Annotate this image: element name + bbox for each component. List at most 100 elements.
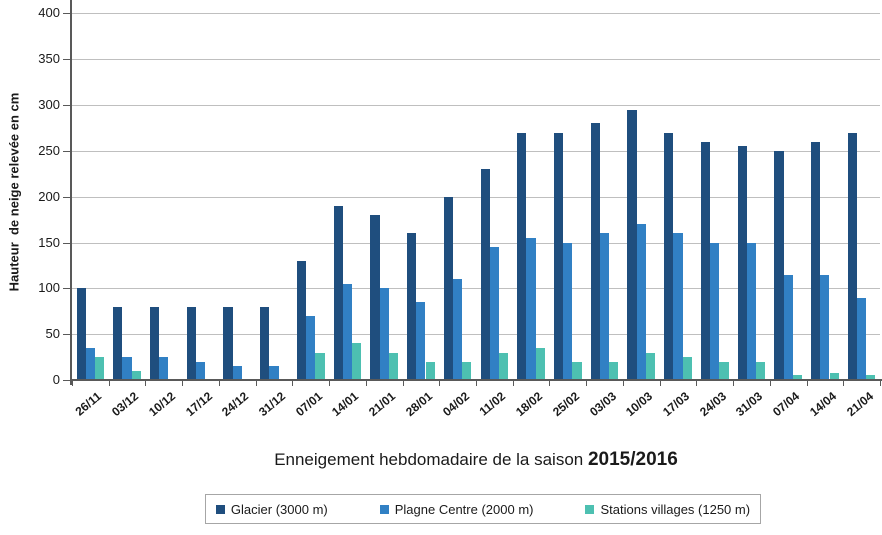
bar-plagne-centre: [85, 347, 95, 380]
x-tick: [806, 381, 808, 386]
x-tick: [733, 381, 735, 386]
x-tick: [696, 381, 698, 386]
bar-plagne-centre: [195, 361, 206, 380]
y-tick: [63, 242, 71, 244]
bar-glacier: [223, 306, 233, 380]
y-tick: [63, 59, 71, 61]
y-tick-label: 250: [38, 142, 60, 158]
y-gridline: [72, 13, 880, 15]
bar-stations-villages: [131, 370, 141, 380]
y-axis-line: [70, 0, 72, 385]
stations-villages-legend-marker-icon: [585, 504, 595, 514]
x-tick: [769, 381, 771, 386]
bar-plagne-centre: [746, 242, 757, 380]
bar-plagne-centre: [820, 274, 830, 380]
bar-plagne-centre: [342, 283, 353, 380]
bar-plagne-centre: [599, 233, 610, 380]
y-tick-label: 350: [38, 51, 60, 67]
x-tick: [439, 381, 441, 386]
bar-glacier: [76, 288, 86, 380]
bar-plagne-centre: [122, 357, 132, 380]
bar-plagne-centre: [306, 315, 316, 380]
legend-label: Glacier (3000 m): [230, 501, 328, 517]
bar-glacier: [664, 132, 674, 380]
bar-stations-villages: [462, 361, 472, 380]
y-tick-label: 200: [38, 188, 60, 204]
bar-plagne-centre: [453, 279, 463, 380]
bar-glacier: [480, 169, 490, 380]
y-tick: [63, 334, 71, 336]
x-tick: [108, 381, 110, 386]
bar-stations-villages: [609, 361, 619, 380]
bar-stations-villages: [388, 352, 398, 380]
x-tick: [72, 381, 73, 386]
x-tick: [512, 381, 514, 386]
bar-plagne-centre: [783, 274, 793, 380]
bar-stations-villages: [352, 343, 362, 380]
bar-glacier: [847, 132, 858, 380]
bar-glacier: [443, 196, 454, 380]
x-tick: [843, 381, 845, 386]
chart-title: Enneigement hebdomadaire de la saison 20…: [72, 449, 880, 471]
y-tick: [63, 288, 71, 290]
bar-plagne-centre: [636, 224, 646, 380]
legend-label: Plagne Centre (2000 m): [394, 501, 534, 517]
y-tick-label: 100: [38, 280, 60, 296]
bar-plagne-centre: [563, 242, 573, 380]
bar-glacier: [627, 109, 637, 380]
bar-plagne-centre: [489, 247, 499, 380]
bar-glacier: [700, 141, 711, 380]
bar-plagne-centre: [673, 233, 683, 380]
bar-plagne-centre: [232, 366, 242, 380]
bar-plagne-centre: [526, 237, 536, 380]
x-tick: [218, 381, 220, 386]
bar-glacier: [590, 123, 600, 380]
y-tick: [63, 380, 71, 381]
x-tick: [182, 381, 184, 386]
legend-box: Glacier (3000 m) Plagne Centre (2000 m) St…: [205, 494, 761, 524]
y-tick: [63, 13, 71, 15]
x-tick: [329, 381, 331, 386]
bar-glacier: [774, 150, 784, 380]
bar-plagne-centre: [416, 302, 426, 380]
x-tick: [365, 381, 367, 386]
y-tick-label: 150: [38, 234, 60, 250]
y-gridline: [72, 59, 880, 61]
bar-stations-villages: [829, 372, 839, 380]
y-tick: [63, 150, 71, 152]
bar-stations-villages: [425, 361, 435, 380]
bar-glacier: [333, 205, 343, 380]
bar-glacier: [370, 215, 380, 380]
bar-stations-villages: [535, 347, 545, 380]
x-tick: [880, 381, 881, 386]
bar-glacier: [407, 233, 417, 380]
y-gridline: [72, 334, 880, 336]
bar-stations-villages: [645, 352, 656, 380]
bar-stations-villages: [94, 357, 105, 380]
y-tick-label: 400: [38, 5, 60, 21]
bar-stations-villages: [866, 375, 876, 380]
x-tick: [145, 381, 147, 386]
bar-plagne-centre: [857, 297, 867, 380]
chart-title-season: 2015/2016: [587, 449, 678, 470]
x-tick: [402, 381, 404, 386]
x-tick: [586, 381, 588, 386]
legend-label: Stations villages (1250 m): [600, 501, 751, 517]
y-tick: [63, 196, 71, 198]
y-gridline: [72, 242, 880, 244]
y-axis-title: Hauteur de neige relevée en cm: [6, 92, 22, 292]
bar-stations-villages: [756, 361, 766, 380]
bar-plagne-centre: [269, 366, 279, 380]
bar-glacier: [186, 306, 196, 380]
bar-plagne-centre: [379, 288, 389, 380]
bar-plagne-centre: [710, 242, 720, 380]
legend-item-plagne-centre: Plagne Centre (2000 m): [379, 501, 534, 517]
x-tick: [549, 381, 551, 386]
bar-stations-villages: [498, 352, 509, 380]
y-tick-label: 0: [52, 372, 60, 387]
bar-plagne-centre: [159, 357, 169, 380]
bar-stations-villages: [792, 375, 802, 380]
plagne-centre-legend-marker-icon: [379, 504, 389, 514]
bar-glacier: [260, 306, 270, 380]
x-tick: [659, 381, 661, 386]
